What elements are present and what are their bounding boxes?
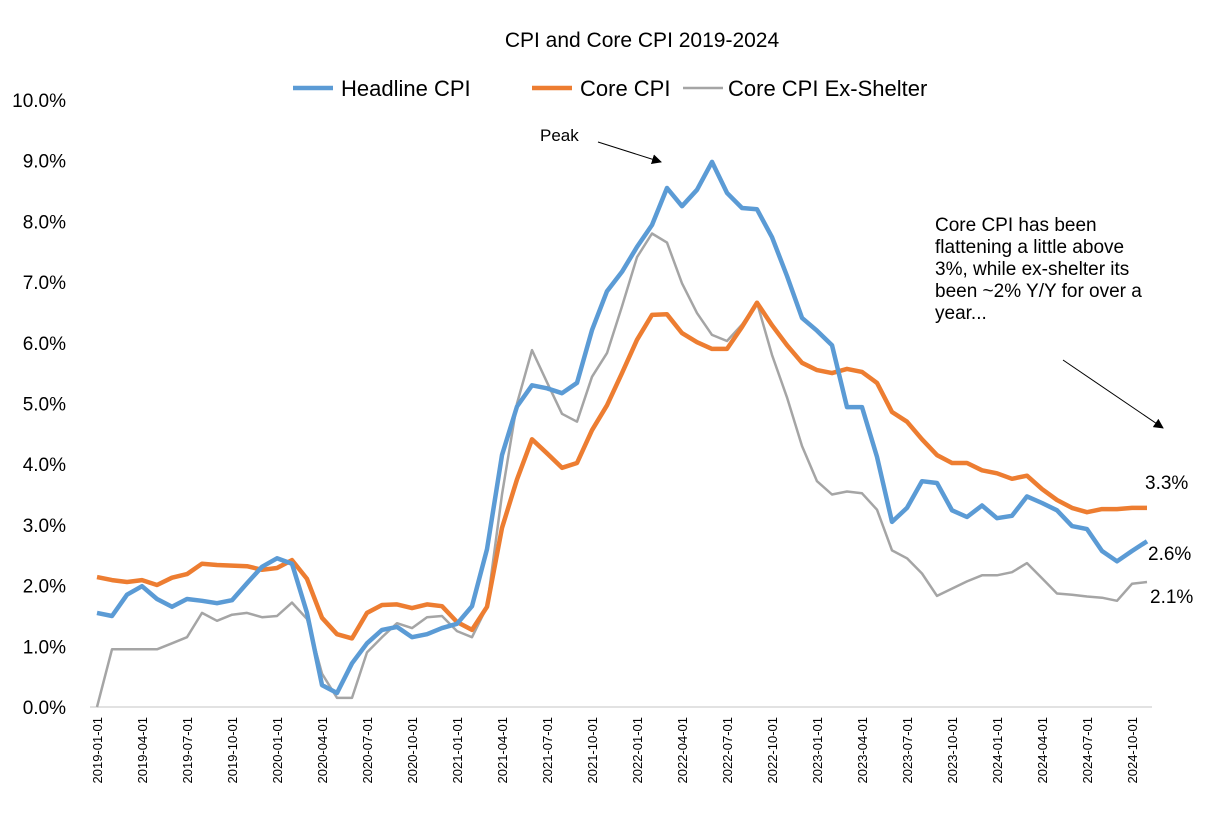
x-tick-label: 2021-04-01 <box>495 717 510 784</box>
x-tick-label: 2024-10-01 <box>1125 717 1140 784</box>
chart-title: CPI and Core CPI 2019-2024 <box>505 29 780 52</box>
note-line: Core CPI has been <box>935 215 1097 236</box>
x-tick-label: 2022-10-01 <box>765 717 780 784</box>
y-tick-label: 3.0% <box>23 516 66 537</box>
x-tick-label: 2019-04-01 <box>135 717 150 784</box>
x-tick-label: 2022-01-01 <box>630 717 645 784</box>
y-tick-label: 9.0% <box>23 152 66 173</box>
x-tick-label: 2024-04-01 <box>1035 717 1050 784</box>
x-tick-label: 2022-07-01 <box>720 717 735 784</box>
series-line <box>96 300 1147 641</box>
x-axis: 2019-01-01 2019-04-01 2019-07-01 2019-10-01… <box>90 717 1140 784</box>
note-line: been ~2% Y/Y for over a <box>935 281 1142 302</box>
legend-label: Headline CPI <box>341 76 471 101</box>
series-group <box>95 159 1149 708</box>
peak-annotation: Peak <box>540 126 579 145</box>
x-tick-label: 2021-01-01 <box>450 717 465 784</box>
note-line: 3%, while ex-shelter its <box>935 259 1129 280</box>
y-tick-label: 2.0% <box>23 577 66 598</box>
series-headline-cpi <box>96 159 1149 696</box>
y-tick-label: 7.0% <box>23 273 66 294</box>
series-core-cpi <box>96 300 1148 641</box>
x-tick-label: 2021-10-01 <box>585 717 600 784</box>
x-tick-label: 2020-07-01 <box>360 717 375 784</box>
y-tick-label: 1.0% <box>23 637 66 658</box>
x-tick-label: 2019-10-01 <box>225 717 240 784</box>
x-tick-label: 2023-01-01 <box>810 717 825 784</box>
note-line: flattening a little above <box>935 237 1124 258</box>
legend-label: Core CPI <box>580 76 670 101</box>
y-tick-label: 10.0% <box>12 91 66 112</box>
note-line: year... <box>935 303 987 324</box>
x-tick-label: 2020-10-01 <box>405 717 420 784</box>
x-tick-label: 2023-07-01 <box>900 717 915 784</box>
x-tick-label: 2023-10-01 <box>945 717 960 784</box>
x-tick-label: 2019-01-01 <box>90 717 105 784</box>
end-label-core-cpi: 3.3% <box>1145 473 1188 494</box>
x-tick-label: 2020-04-01 <box>315 717 330 784</box>
y-tick-label: 6.0% <box>23 334 66 355</box>
peak-arrow <box>597 141 662 165</box>
x-tick-label: 2024-01-01 <box>990 717 1005 784</box>
x-tick-label: 2020-01-01 <box>270 717 285 784</box>
end-label-ex-shelter: 2.1% <box>1150 587 1193 608</box>
y-tick-label: 5.0% <box>23 395 66 416</box>
y-axis: 0.0% 1.0% 2.0% 3.0% 4.0% 5.0% 6.0% 7.0% 8.0% 9.0%… <box>12 91 66 719</box>
x-tick-label: 2024-07-01 <box>1080 717 1095 784</box>
series-core-cpi-ex-shelter <box>95 232 1148 708</box>
x-tick-label: 2022-04-01 <box>675 717 690 784</box>
x-tick-label: 2021-07-01 <box>540 717 555 784</box>
note-arrow <box>1062 359 1164 429</box>
legend-label: Core CPI Ex-Shelter <box>728 76 927 101</box>
x-tick-label: 2023-04-01 <box>855 717 870 784</box>
end-label-headline-cpi: 2.6% <box>1148 544 1191 565</box>
legend: Headline CPI Core CPI Core CPI Ex-Shelter <box>293 76 927 101</box>
y-tick-label: 0.0% <box>23 698 66 719</box>
y-tick-label: 4.0% <box>23 455 66 476</box>
x-tick-label: 2019-07-01 <box>180 717 195 784</box>
y-tick-label: 8.0% <box>23 212 66 233</box>
